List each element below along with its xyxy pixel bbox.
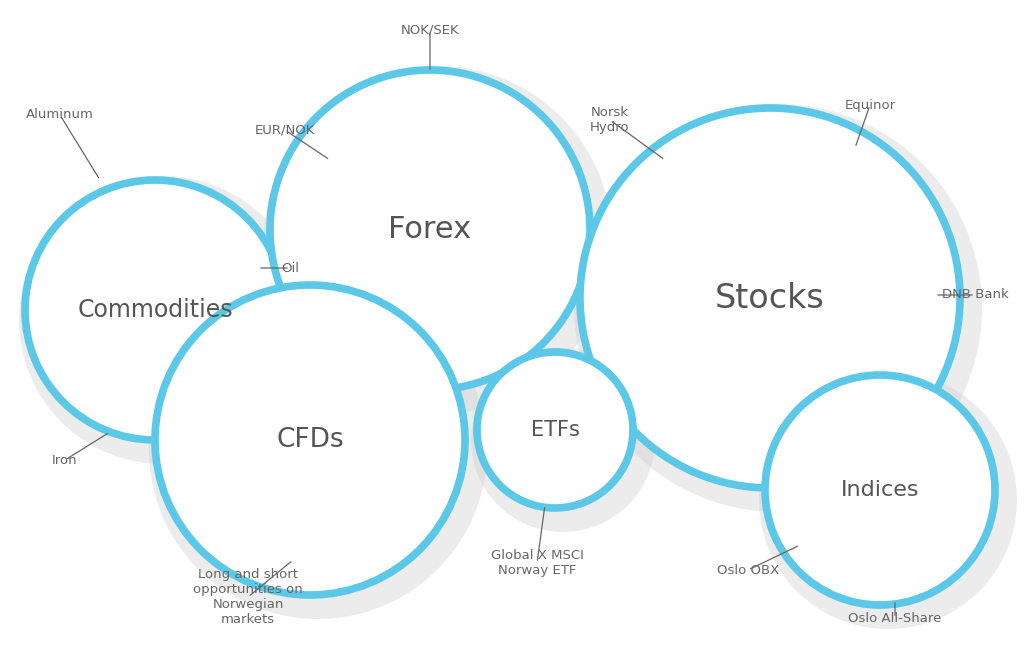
Ellipse shape: [580, 108, 961, 488]
Text: Stocks: Stocks: [715, 281, 825, 314]
Text: Norsk
Hydro: Norsk Hydro: [590, 106, 630, 134]
Text: DNB Bank: DNB Bank: [942, 289, 1009, 302]
Ellipse shape: [759, 371, 1017, 629]
Text: Oil: Oil: [281, 262, 299, 274]
Ellipse shape: [574, 104, 982, 512]
Ellipse shape: [264, 66, 612, 414]
Text: Commodities: Commodities: [77, 298, 232, 322]
Text: Global X MSCI
Norway ETF: Global X MSCI Norway ETF: [490, 549, 584, 577]
Text: Oslo OBX: Oslo OBX: [717, 564, 779, 577]
Ellipse shape: [155, 285, 465, 595]
Ellipse shape: [150, 281, 487, 619]
Text: ETFs: ETFs: [530, 420, 580, 440]
Text: NOK/SEK: NOK/SEK: [400, 24, 460, 37]
Text: EUR/NOK: EUR/NOK: [255, 123, 315, 136]
Text: Equinor: Equinor: [845, 98, 896, 112]
Text: Long and short
opportunities on
Norwegian
markets: Long and short opportunities on Norwegia…: [194, 568, 303, 626]
Ellipse shape: [765, 375, 995, 605]
Text: Forex: Forex: [388, 216, 472, 245]
Text: Aluminum: Aluminum: [26, 108, 94, 121]
Ellipse shape: [471, 348, 655, 532]
Text: Oslo All-Share: Oslo All-Share: [848, 611, 942, 625]
Ellipse shape: [477, 352, 633, 508]
Text: Iron: Iron: [52, 453, 78, 466]
Text: CFDs: CFDs: [276, 427, 344, 453]
Ellipse shape: [19, 176, 307, 464]
Ellipse shape: [25, 180, 285, 440]
Ellipse shape: [270, 70, 590, 390]
Text: Indices: Indices: [841, 480, 920, 500]
